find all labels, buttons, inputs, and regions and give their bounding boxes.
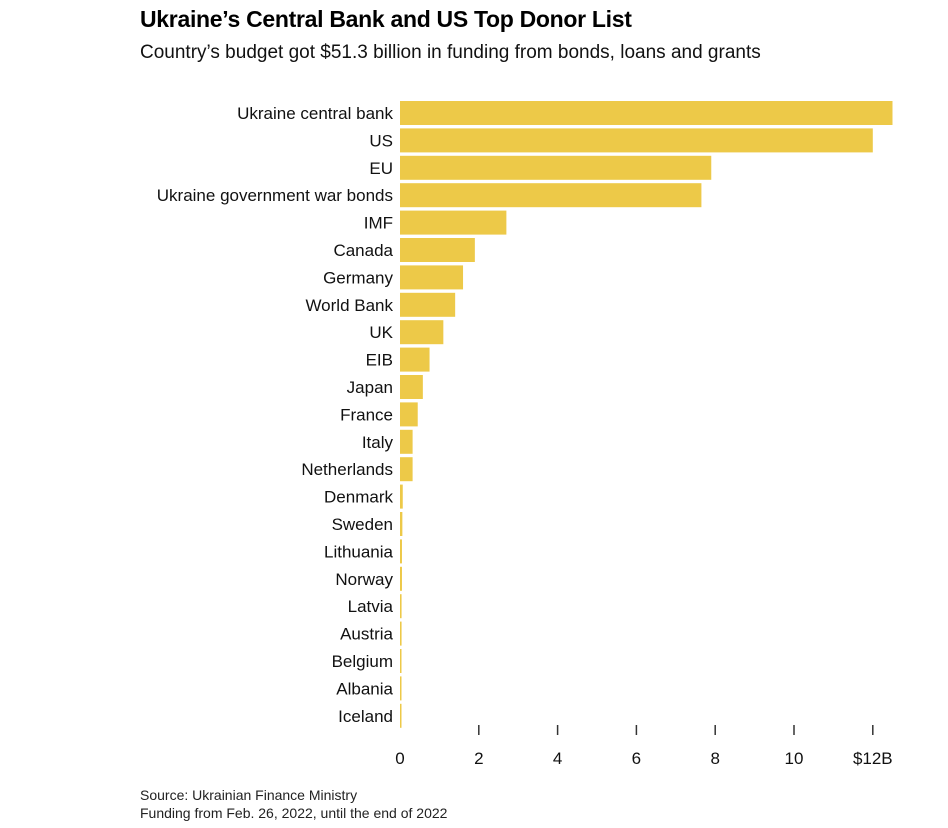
- category-label-13: Netherlands: [301, 460, 393, 479]
- category-label-16: Lithuania: [324, 542, 394, 561]
- bar-18: [400, 594, 402, 619]
- bar-14: [400, 484, 403, 509]
- chart-title: Ukraine’s Central Bank and US Top Donor …: [140, 6, 632, 32]
- bar-12: [400, 429, 413, 454]
- x-tick-label-3: 6: [632, 749, 641, 768]
- bar-7: [400, 292, 456, 317]
- category-label-7: World Bank: [305, 296, 393, 315]
- category-label-21: Albania: [336, 679, 393, 698]
- category-label-17: Norway: [335, 570, 393, 589]
- x-tick-label-0: 0: [395, 749, 404, 768]
- chart-subtitle: Country’s budget got $51.3 billion in fu…: [140, 42, 761, 63]
- x-tick-label-1: 2: [474, 749, 483, 768]
- x-tick-label-4: 8: [710, 749, 719, 768]
- category-label-20: Belgium: [332, 652, 393, 671]
- bar-15: [400, 512, 403, 536]
- bar-20: [400, 649, 402, 673]
- bar-9: [400, 347, 430, 372]
- category-label-5: Canada: [333, 241, 393, 260]
- bar-2: [400, 155, 712, 180]
- category-label-2: EU: [369, 159, 393, 178]
- source-note: Source: Ukrainian Finance Ministry: [140, 787, 358, 803]
- category-label-19: Austria: [340, 625, 393, 644]
- category-label-18: Latvia: [348, 597, 394, 616]
- bar-22: [400, 703, 402, 728]
- bar-4: [400, 210, 507, 235]
- bar-19: [400, 621, 402, 646]
- category-label-4: IMF: [364, 214, 393, 233]
- category-label-9: EIB: [366, 351, 393, 370]
- category-label-14: Denmark: [324, 488, 393, 507]
- category-label-8: UK: [369, 323, 393, 342]
- x-tick-label-2: 4: [553, 749, 562, 768]
- category-label-12: Italy: [362, 433, 394, 452]
- bar-16: [400, 539, 402, 564]
- x-tick-label-5: 10: [785, 749, 804, 768]
- bar-5: [400, 238, 475, 262]
- category-label-15: Sweden: [332, 515, 393, 534]
- bar-chart: Ukraine central bank US EU Ukraine governme…: [157, 101, 893, 768]
- bar-11: [400, 402, 418, 427]
- bar-1: [400, 128, 873, 153]
- category-label-1: US: [369, 131, 393, 150]
- bar-3: [400, 183, 702, 208]
- bar-8: [400, 320, 444, 345]
- date-range-note: Funding from Feb. 26, 2022, until the en…: [140, 805, 448, 821]
- category-label-11: France: [340, 405, 393, 424]
- category-label-0: Ukraine central bank: [237, 104, 393, 123]
- bar-21: [400, 676, 402, 701]
- x-tick-label-6: $12B: [853, 749, 893, 768]
- category-label-3: Ukraine government war bonds: [157, 186, 393, 205]
- bar-17: [400, 566, 402, 591]
- bar-0: [400, 101, 893, 125]
- bar-10: [400, 375, 423, 399]
- category-label-10: Japan: [347, 378, 393, 397]
- bar-13: [400, 457, 413, 482]
- bar-6: [400, 265, 464, 290]
- category-label-22: Iceland: [338, 707, 393, 726]
- category-label-6: Germany: [323, 268, 393, 287]
